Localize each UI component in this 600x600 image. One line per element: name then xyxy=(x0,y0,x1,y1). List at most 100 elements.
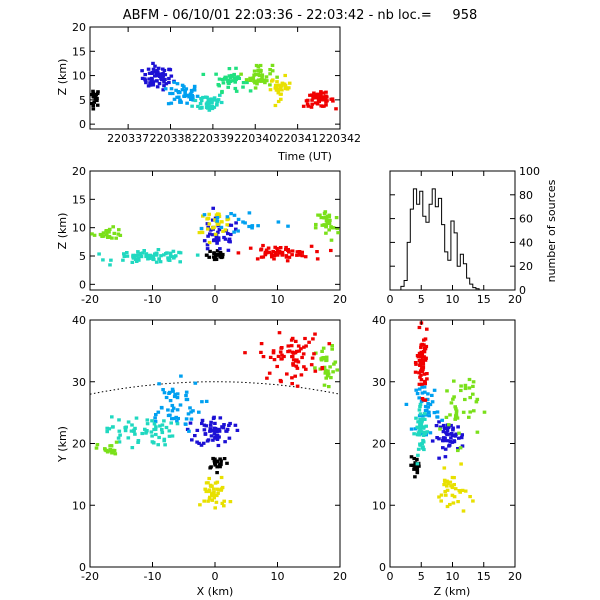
source-point xyxy=(195,94,200,98)
source-point xyxy=(419,345,423,350)
source-point xyxy=(160,423,165,427)
source-point xyxy=(420,385,424,389)
source-point xyxy=(250,224,255,228)
source-point xyxy=(217,427,221,431)
source-point xyxy=(212,98,217,102)
x-height-panel: -20 -10 0 10 20 0 5 10 15 20 Z (km) xyxy=(56,165,347,306)
source-point xyxy=(449,484,453,488)
source-point xyxy=(184,422,188,426)
source-point xyxy=(199,96,203,101)
source-point xyxy=(321,91,326,95)
source-point xyxy=(130,423,134,427)
source-point xyxy=(247,224,251,229)
source-point xyxy=(205,243,210,247)
source-point xyxy=(219,100,224,105)
source-point xyxy=(202,428,207,432)
source-point xyxy=(331,226,336,230)
source-point xyxy=(110,415,114,419)
source-point xyxy=(223,440,227,444)
source-point xyxy=(423,390,427,394)
source-point xyxy=(445,504,450,509)
x-tick-label: -20 xyxy=(81,293,99,306)
x-tick-label: 20 xyxy=(333,570,347,583)
source-point xyxy=(109,448,113,452)
source-point xyxy=(212,225,216,229)
source-point xyxy=(287,81,292,85)
source-point xyxy=(318,95,323,99)
source-point xyxy=(216,252,221,256)
source-point xyxy=(236,75,240,79)
source-point xyxy=(414,416,418,420)
source-point xyxy=(279,97,283,101)
source-point xyxy=(149,430,154,434)
source-point xyxy=(90,232,94,236)
source-point xyxy=(471,384,475,388)
source-point xyxy=(109,444,114,448)
source-point xyxy=(418,375,422,379)
source-point xyxy=(413,475,417,479)
source-point xyxy=(152,427,156,432)
source-point xyxy=(190,90,194,94)
source-point xyxy=(453,417,457,421)
source-point xyxy=(258,63,263,68)
source-point xyxy=(422,338,426,342)
source-point xyxy=(443,426,448,430)
source-point xyxy=(157,435,161,440)
plan-x-label: X (km) xyxy=(197,585,234,598)
source-point xyxy=(198,102,203,106)
source-point xyxy=(218,465,222,469)
source-point xyxy=(447,444,451,448)
y-tick-label: 40 xyxy=(519,236,533,249)
source-point xyxy=(213,218,217,222)
source-point xyxy=(419,430,424,434)
source-point xyxy=(170,434,175,438)
source-point xyxy=(423,382,427,386)
source-point xyxy=(218,251,223,255)
x-tick-label: 20 xyxy=(333,293,347,306)
source-point xyxy=(152,441,156,445)
source-point xyxy=(154,413,158,417)
source-point xyxy=(103,447,107,451)
source-point xyxy=(161,88,165,92)
source-point xyxy=(153,416,157,420)
source-point xyxy=(442,483,446,487)
source-point xyxy=(166,102,171,106)
source-point xyxy=(227,223,232,227)
source-point xyxy=(227,237,232,241)
source-point xyxy=(467,415,471,419)
source-point xyxy=(313,226,318,230)
source-point xyxy=(263,251,268,255)
source-point xyxy=(412,432,416,436)
source-point xyxy=(273,245,277,249)
source-point xyxy=(329,376,333,380)
source-point xyxy=(94,446,99,450)
source-point xyxy=(215,249,220,253)
z-y-points xyxy=(404,321,487,513)
source-point xyxy=(222,457,227,461)
source-point xyxy=(324,376,328,380)
source-point xyxy=(310,102,314,106)
source-point xyxy=(95,98,99,103)
source-point xyxy=(183,93,188,97)
source-point xyxy=(422,447,426,452)
source-point xyxy=(412,467,416,471)
source-point xyxy=(289,344,294,348)
source-point xyxy=(248,76,252,80)
source-point xyxy=(438,425,443,429)
source-point xyxy=(175,422,180,426)
source-point xyxy=(123,426,127,430)
source-point xyxy=(165,251,169,255)
source-point xyxy=(207,489,212,494)
x-tick-label: 220342 xyxy=(319,132,361,145)
source-point xyxy=(167,391,171,395)
source-point xyxy=(211,206,215,210)
source-point xyxy=(265,376,269,380)
time-height-frame xyxy=(89,26,341,130)
source-point xyxy=(207,476,211,481)
source-point xyxy=(310,98,314,102)
source-point xyxy=(210,100,214,104)
source-point xyxy=(418,360,423,364)
source-point xyxy=(413,370,418,374)
source-point xyxy=(167,429,172,433)
source-point xyxy=(189,97,193,101)
